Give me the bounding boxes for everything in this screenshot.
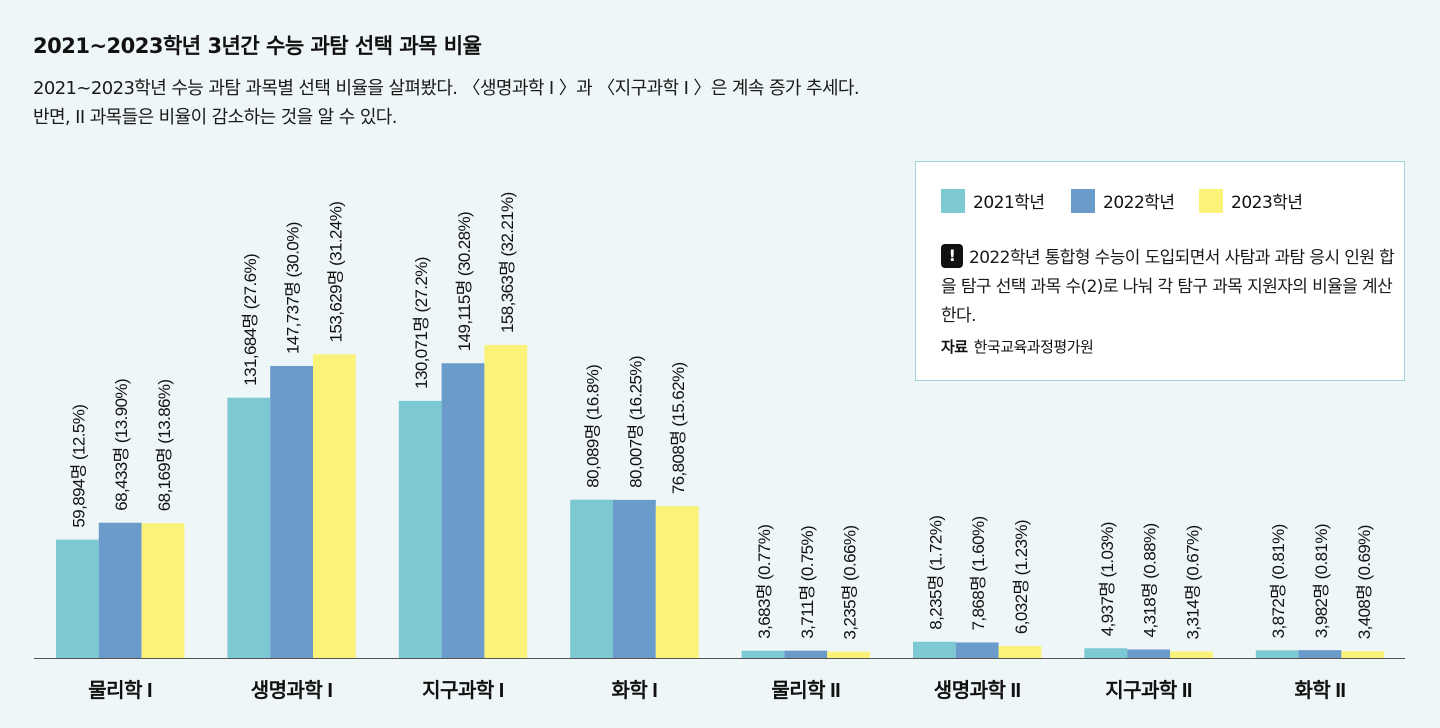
bar-6-3 xyxy=(998,646,1042,658)
legend-label-2022: 2022학년 xyxy=(1103,193,1175,213)
data-label-5-3: 3,235명 (0.66%) xyxy=(841,526,860,640)
data-label-3-2: 149,115명 (30.28%) xyxy=(455,212,474,351)
bar-6-2 xyxy=(955,642,999,658)
bar-3-3 xyxy=(484,344,528,658)
data-label-4-3: 76,808명 (15.62%) xyxy=(669,362,688,494)
data-label-5-2: 3,711명 (0.75%) xyxy=(798,526,817,639)
bar-8-2 xyxy=(1298,650,1342,658)
category-label-3: 지구과학 I xyxy=(422,679,504,702)
bar-2-1 xyxy=(227,397,271,658)
bar-7-3 xyxy=(1170,651,1213,658)
data-label-7-3: 3,314명 (0.67%) xyxy=(1183,525,1202,639)
data-label-3-3: 158,363명 (32.21%) xyxy=(498,192,517,333)
data-label-1-2: 68,433명 (13.90%) xyxy=(112,379,131,511)
legend-swatch-2023 xyxy=(1199,188,1223,213)
chart-title: 2021~2023학년 3년간 수능 과탐 선택 과목 비율 xyxy=(33,34,482,58)
data-label-1-3: 68,169명 (13.86%) xyxy=(155,379,174,511)
data-label-8-2: 3,982명 (0.81%) xyxy=(1312,524,1331,638)
bar-4-1 xyxy=(570,499,613,658)
data-label-8-3: 3,408명 (0.69%) xyxy=(1355,525,1374,639)
chart-subtitle: 2021~2023학년 수능 과탐 과목별 선택 비율을 살펴봤다. 〈생명과학… xyxy=(33,74,860,132)
note: ! 2022학년 통합형 수능이 도입되면서 사탐과 과탐 응시 인원 합을 탐구… xyxy=(941,244,1396,331)
data-label-4-2: 80,007명 (16.25%) xyxy=(626,356,645,488)
category-label-1: 물리학 I xyxy=(88,679,152,702)
category-label-4: 화학 I xyxy=(611,679,657,702)
data-label-6-1: 8,235명 (1.72%) xyxy=(926,516,945,630)
data-label-2-2: 147,737명 (30.0%) xyxy=(284,222,303,354)
legend-swatch-2021 xyxy=(941,188,965,213)
data-label-5-1: 3,683명 (0.77%) xyxy=(755,525,774,639)
bar-4-3 xyxy=(655,506,699,658)
legend-box: 2021학년 2022학년 2023학년 ! 2022학년 통합형 수능이 도입되… xyxy=(915,161,1405,381)
legend-item-2023: 2023학년 xyxy=(1199,188,1303,213)
bar-5-3 xyxy=(827,651,870,658)
data-label-6-2: 7,868명 (1.60%) xyxy=(969,516,988,630)
bar-7-2 xyxy=(1127,649,1170,658)
exclamation-icon: ! xyxy=(941,244,963,268)
category-label-2: 생명과학 I xyxy=(251,679,333,702)
category-label-5: 물리학 II xyxy=(771,679,840,702)
data-label-7-2: 4,318명 (0.88%) xyxy=(1141,523,1160,637)
data-label-4-1: 80,089명 (16.8%) xyxy=(584,365,603,488)
bar-2-3 xyxy=(313,354,356,658)
category-label-6: 생명과학 II xyxy=(934,679,1021,702)
data-label-7-1: 4,937명 (1.03%) xyxy=(1098,522,1117,636)
legend-item-2022: 2022학년 xyxy=(1071,188,1175,213)
bar-1-1 xyxy=(56,539,99,658)
legend-label-2023: 2023학년 xyxy=(1231,193,1303,213)
bar-8-3 xyxy=(1341,651,1385,658)
bar-7-1 xyxy=(1084,648,1128,658)
data-label-3-1: 130,071명 (27.2%) xyxy=(412,257,431,389)
subtitle-line-2: 반면, II 과목들은 비율이 감소하는 것을 알 수 있다. xyxy=(33,107,397,128)
legend-swatch-2022 xyxy=(1071,188,1095,213)
bar-5-1 xyxy=(741,650,785,658)
bar-5-2 xyxy=(784,650,828,658)
category-label-7: 지구과학 II xyxy=(1105,679,1192,702)
data-label-2-3: 153,629명 (31.24%) xyxy=(326,202,345,343)
legend-item-2021: 2021학년 xyxy=(941,188,1045,213)
legend-label-2021: 2021학년 xyxy=(973,193,1045,213)
note-text: 2022학년 통합형 수능이 도입되면서 사탐과 과탐 응시 인원 합을 탐구 … xyxy=(941,248,1395,326)
subtitle-line-1: 2021~2023학년 수능 과탐 과목별 선택 비율을 살펴봤다. 〈생명과학… xyxy=(33,78,860,99)
bar-1-3 xyxy=(141,523,185,658)
bar-3-1 xyxy=(398,400,442,658)
category-label-8: 화학 II xyxy=(1295,679,1346,702)
bar-8-1 xyxy=(1255,650,1299,658)
bar-1-2 xyxy=(98,522,142,658)
bar-2-2 xyxy=(270,365,313,658)
bar-6-1 xyxy=(913,641,956,658)
source-label: 자료 xyxy=(941,338,968,356)
source-text: 한국교육과정평가원 xyxy=(973,338,1094,356)
data-label-8-1: 3,872명 (0.81%) xyxy=(1269,524,1288,638)
data-label-6-3: 6,032명 (1.23%) xyxy=(1012,520,1031,634)
bar-4-2 xyxy=(613,499,656,658)
data-label-2-1: 131,684명 (27.6%) xyxy=(241,254,260,386)
data-label-1-1: 59,894명 (12.5%) xyxy=(69,405,88,528)
bar-3-2 xyxy=(441,363,485,658)
source: 자료 한국교육과정평가원 xyxy=(941,336,1094,357)
